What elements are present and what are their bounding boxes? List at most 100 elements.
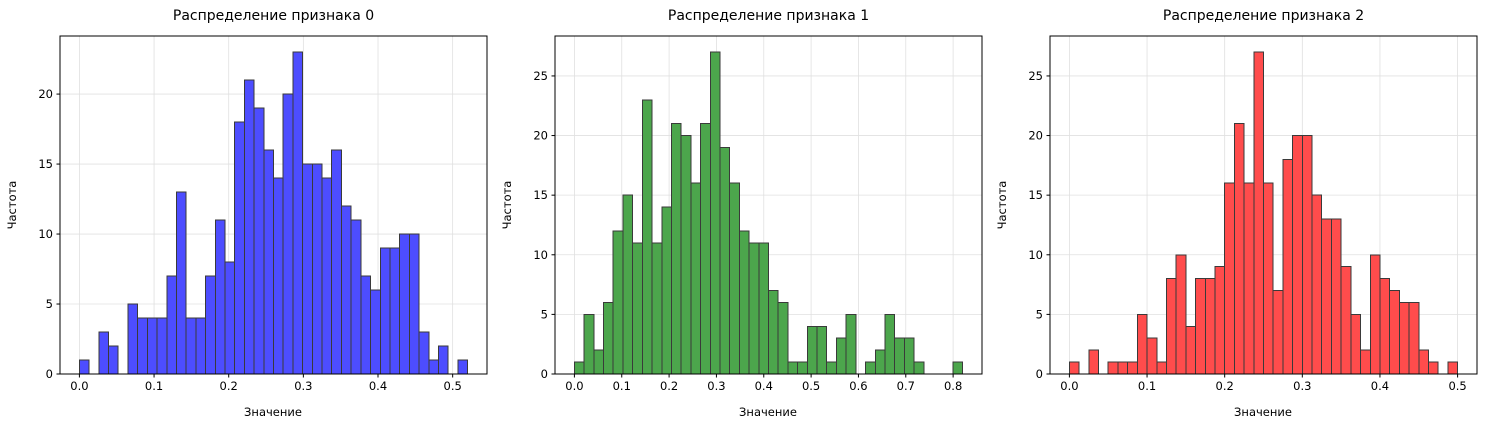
histogram-plot-1: 0.0 0.1 0.2 0.3 0.4 0.5 0.6 0.7 0.8 0 5 10 15 20 25 Зн… bbox=[500, 35, 983, 419]
histogram-bar bbox=[224, 261, 236, 375]
histogram-bar bbox=[78, 359, 90, 375]
histogram-bar bbox=[408, 233, 420, 375]
x-tick-label: 0.4 bbox=[369, 379, 387, 393]
histogram-bar bbox=[428, 359, 439, 375]
x-tick-label: 0.4 bbox=[1371, 379, 1389, 393]
histogram-bar bbox=[738, 230, 750, 375]
y-tick-label: 10 bbox=[1028, 248, 1043, 262]
histogram-bar bbox=[273, 177, 284, 375]
y-tick-label: 10 bbox=[533, 248, 548, 262]
histogram-bar bbox=[894, 337, 905, 375]
chart-title: Распределение признака 2 bbox=[1162, 8, 1365, 24]
histogram-bar bbox=[1224, 182, 1235, 375]
y-tick-label: 25 bbox=[533, 69, 548, 83]
histogram-bar bbox=[719, 146, 731, 375]
histogram-bar bbox=[1330, 218, 1342, 375]
histogram-bar bbox=[865, 361, 876, 375]
histogram-bar bbox=[1068, 361, 1080, 375]
histogram-bar bbox=[370, 289, 381, 375]
histogram-bar bbox=[700, 123, 711, 375]
histogram-bar bbox=[1253, 51, 1264, 375]
histogram-bar bbox=[1350, 313, 1362, 375]
histogram-bar bbox=[1389, 290, 1400, 375]
histogram-bar bbox=[1088, 349, 1100, 375]
y-tick-label: 15 bbox=[38, 157, 53, 171]
subplot-feature-0: Распределение признака 0 0.0 0.1 0.2 0.3 0.4… bbox=[0, 0, 495, 429]
x-tick-label: 0.8 bbox=[944, 379, 962, 393]
histogram-bar bbox=[243, 79, 255, 375]
plot-layer: 0.0 0.1 0.2 0.3 0.4 0.5 0 5 10 15 20 25 bbox=[1028, 35, 1478, 393]
histogram-bar bbox=[156, 317, 168, 375]
histogram-bar bbox=[205, 275, 216, 375]
histogram-bar bbox=[1427, 361, 1439, 375]
histogram-bar bbox=[884, 313, 896, 375]
histogram-bar bbox=[1156, 361, 1167, 375]
histogram-bar bbox=[1311, 194, 1323, 375]
x-tick-label: 0.3 bbox=[707, 379, 725, 393]
histogram-bar bbox=[1418, 349, 1429, 375]
histogram-bar bbox=[1272, 290, 1284, 375]
subplot-feature-1: Распределение признака 1 0.0 0.1 0.2 0.3 0.4… bbox=[495, 0, 990, 429]
x-tick-label: 0.0 bbox=[565, 379, 583, 393]
histogram-bar bbox=[1263, 182, 1274, 375]
histogram-bar bbox=[137, 317, 148, 375]
histogram-bar bbox=[1292, 135, 1303, 375]
histogram-plot-2: 0.0 0.1 0.2 0.3 0.4 0.5 0 5 10 15 20 25 Значение Ча… bbox=[995, 35, 1478, 419]
y-tick-label: 0 bbox=[1036, 367, 1043, 381]
y-tick-label: 0 bbox=[46, 367, 53, 381]
histogram-bar bbox=[185, 317, 197, 375]
y-tick-label: 0 bbox=[541, 367, 548, 381]
histogram-bar bbox=[1204, 278, 1216, 375]
x-axis-label: Значение bbox=[244, 405, 302, 419]
histogram-bar bbox=[816, 325, 828, 375]
plot-layer: 0.0 0.1 0.2 0.3 0.4 0.5 0.6 0.7 0.8 0 5 10 15 20 25 bbox=[533, 35, 983, 393]
x-tick-label: 0.3 bbox=[1293, 379, 1311, 393]
histogram-bar bbox=[1282, 158, 1294, 375]
y-tick-label: 20 bbox=[533, 129, 548, 143]
x-tick-label: 0.5 bbox=[444, 379, 462, 393]
x-tick-label: 0.2 bbox=[660, 379, 678, 393]
histogram-bar bbox=[826, 361, 837, 375]
histogram-bar bbox=[1165, 278, 1177, 375]
y-tick-label: 15 bbox=[1028, 188, 1043, 202]
histogram-bar bbox=[1408, 301, 1420, 375]
histogram-bar bbox=[1301, 135, 1313, 375]
histogram-bar bbox=[1398, 301, 1410, 375]
histogram-bar bbox=[787, 361, 799, 375]
histogram-bar bbox=[1185, 325, 1197, 375]
histogram-bar bbox=[1379, 278, 1391, 375]
x-tick-label: 0.6 bbox=[849, 379, 867, 393]
histogram-bar bbox=[1340, 266, 1352, 375]
x-tick-label: 0.2 bbox=[1216, 379, 1234, 393]
histogram-bar bbox=[1447, 361, 1459, 375]
y-tick-label: 15 bbox=[533, 188, 548, 202]
histogram-bar bbox=[360, 275, 372, 375]
histogram-bar bbox=[680, 135, 692, 375]
histogram-plot-0: 0.0 0.1 0.2 0.3 0.4 0.5 0 5 10 15 20 Значение Част… bbox=[5, 35, 488, 419]
histogram-bar bbox=[913, 361, 925, 375]
histogram-bar bbox=[1360, 349, 1371, 375]
histogram-bar bbox=[603, 301, 614, 375]
x-tick-label: 0.0 bbox=[1060, 379, 1078, 393]
histogram-bar bbox=[263, 149, 274, 375]
chart-title: Распределение признака 0 bbox=[172, 8, 375, 24]
y-axis-label: Частота bbox=[995, 181, 1009, 230]
histogram-bar bbox=[768, 290, 779, 375]
x-axis-label: Значение bbox=[1234, 405, 1292, 419]
histogram-bar bbox=[729, 182, 740, 375]
histogram-bar bbox=[573, 361, 585, 375]
histogram-bar bbox=[632, 242, 643, 375]
histogram-bar bbox=[98, 331, 110, 375]
histogram-bar bbox=[1369, 254, 1381, 375]
histogram-bar bbox=[389, 247, 401, 375]
y-tick-label: 5 bbox=[46, 297, 53, 311]
plot-border bbox=[554, 35, 983, 375]
histogram-bar bbox=[1117, 361, 1129, 375]
x-tick-label: 0.4 bbox=[755, 379, 773, 393]
histogram-bar bbox=[234, 121, 245, 375]
y-tick-label: 5 bbox=[1036, 307, 1043, 321]
plot-layer: 0.0 0.1 0.2 0.3 0.4 0.5 0 5 10 15 20 bbox=[38, 35, 488, 393]
histogram-bar bbox=[302, 163, 313, 375]
histogram-bar bbox=[758, 242, 769, 375]
